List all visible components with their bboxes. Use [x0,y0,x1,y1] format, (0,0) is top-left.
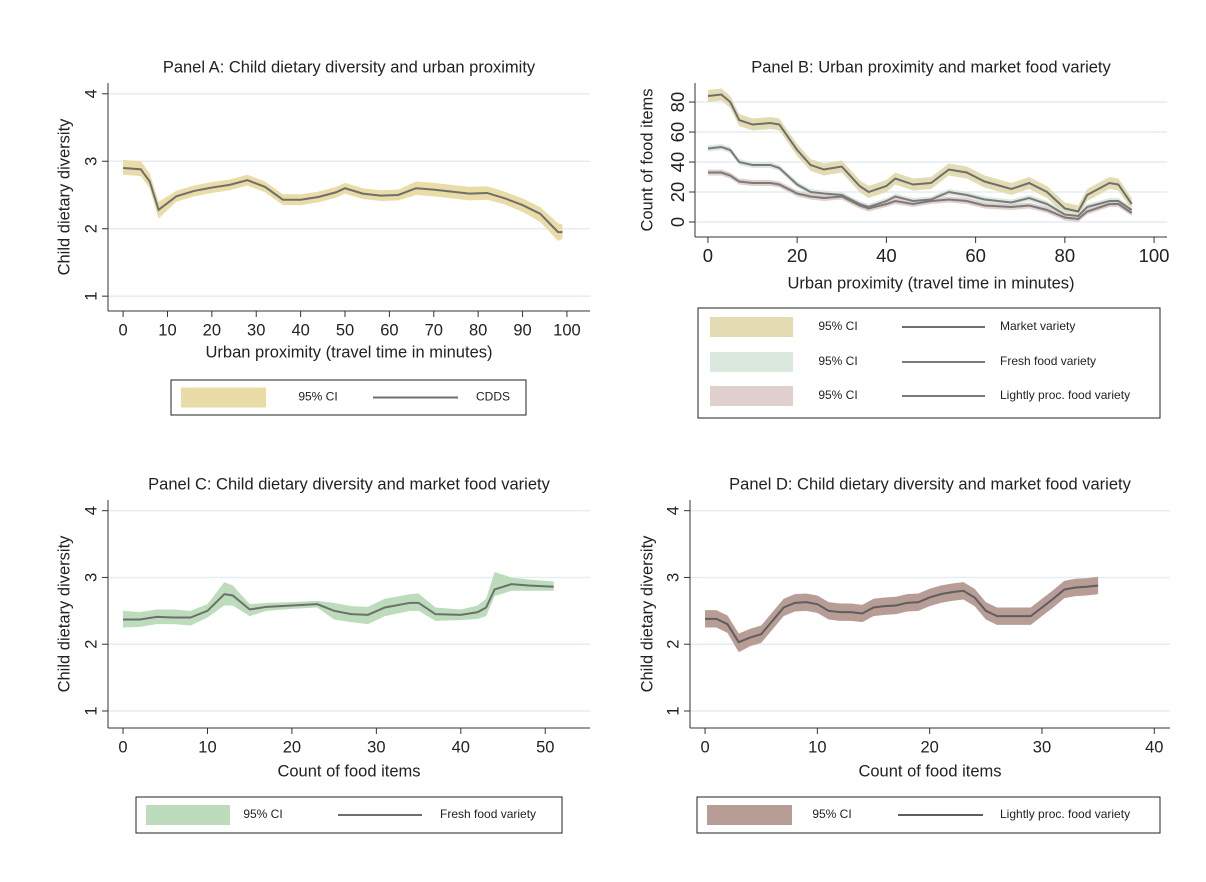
x-tick-label: 70 [425,321,443,339]
x-tick-label: 40 [291,321,309,339]
x-axis-title: Count of food items [858,762,1001,780]
x-tick-label: 20 [283,738,301,756]
x-tick-label: 0 [118,321,127,339]
x-axis-title: Count of food items [277,762,420,780]
series-line [123,583,554,621]
ci-band [705,576,1099,653]
y-tick-label: 1 [664,706,682,715]
series-line [123,166,563,234]
y-tick-label: 4 [82,89,100,98]
x-tick-label: 30 [247,321,265,339]
legend-label: Fresh food variety [1000,354,1096,368]
y-tick-label: 20 [667,182,688,203]
x-tick-label: 40 [452,738,470,756]
ci-band [707,88,1132,218]
x-tick-label: 20 [787,245,808,266]
x-tick-label: 30 [367,738,385,756]
legend-label: Fresh food variety [440,807,536,821]
x-tick-label: 0 [118,738,127,756]
x-tick-label: 0 [700,738,709,756]
legend-swatch [181,387,266,408]
x-tick-label: 80 [469,321,487,339]
x-tick-label: 20 [203,321,221,339]
x-tick-label: 60 [965,245,986,266]
y-tick-label: 2 [82,224,100,233]
y-tick-label: 0 [667,217,688,227]
legend-swatch [710,352,793,372]
y-tick-label: 1 [82,706,100,715]
y-tick-label: 2 [664,640,682,649]
series-line [707,171,1133,221]
x-tick-label: 90 [513,321,531,339]
ci-band [123,159,563,241]
legend-label: Lightly proc. food variety [1000,388,1130,402]
y-tick-label: 4 [82,506,100,515]
x-tick-label: 30 [1033,738,1051,756]
chart-title: Panel C: Child dietary diversity and mar… [148,475,550,493]
y-tick-label: 3 [82,157,100,166]
legend-label: CDDS [476,390,510,404]
x-tick-label: 100 [553,321,581,339]
x-tick-label: 100 [1139,245,1170,266]
chart-title: Panel B: Urban proximity and market food… [751,58,1111,76]
legend-label: 95% CI [298,390,337,404]
series-line [707,93,1133,213]
x-axis-title: Urban proximity (travel time in minutes) [788,274,1075,292]
y-axis-title: Child dietary diversity [55,535,73,693]
legend-swatch [146,805,230,825]
legend-label: Lightly proc. food variety [1000,807,1130,821]
series-line [705,584,1099,644]
x-tick-label: 50 [336,321,354,339]
x-tick-label: 50 [536,738,554,756]
legend-swatch [710,386,793,406]
series-line [707,146,1133,218]
legend-label: 95% CI [818,388,857,402]
y-tick-label: 1 [82,292,100,301]
x-tick-label: 10 [808,738,826,756]
legend-label: 95% CI [818,319,857,333]
legend-swatch [707,805,792,825]
x-tick-label: 80 [1055,245,1076,266]
legend-label: 95% CI [812,807,851,821]
x-tick-label: 20 [920,738,938,756]
x-tick-label: 10 [158,321,176,339]
legend-label: Market variety [1000,319,1075,333]
legend-swatch [710,317,793,337]
x-tick-label: 40 [1145,738,1163,756]
y-axis-title: Count of food items [638,88,656,231]
y-axis-title: Child dietary diversity [638,535,656,693]
x-tick-label: 10 [198,738,216,756]
y-tick-label: 60 [667,122,688,143]
x-tick-label: 40 [876,245,897,266]
y-tick-label: 3 [82,573,100,582]
x-tick-label: 60 [380,321,398,339]
y-tick-label: 40 [667,152,688,173]
y-axis-title: Child dietary diversity [55,118,73,276]
x-tick-label: 0 [703,245,713,266]
y-tick-label: 2 [82,640,100,649]
legend-label: 95% CI [818,354,857,368]
chart-title: Panel A: Child dietary diversity and urb… [163,58,536,76]
y-tick-label: 80 [667,92,688,113]
chart-title: Panel D: Child dietary diversity and mar… [729,475,1131,493]
legend-label: 95% CI [243,807,282,821]
x-axis-title: Urban proximity (travel time in minutes) [206,343,493,361]
y-tick-label: 3 [664,573,682,582]
y-tick-label: 4 [664,506,682,515]
ci-band [707,144,1132,220]
